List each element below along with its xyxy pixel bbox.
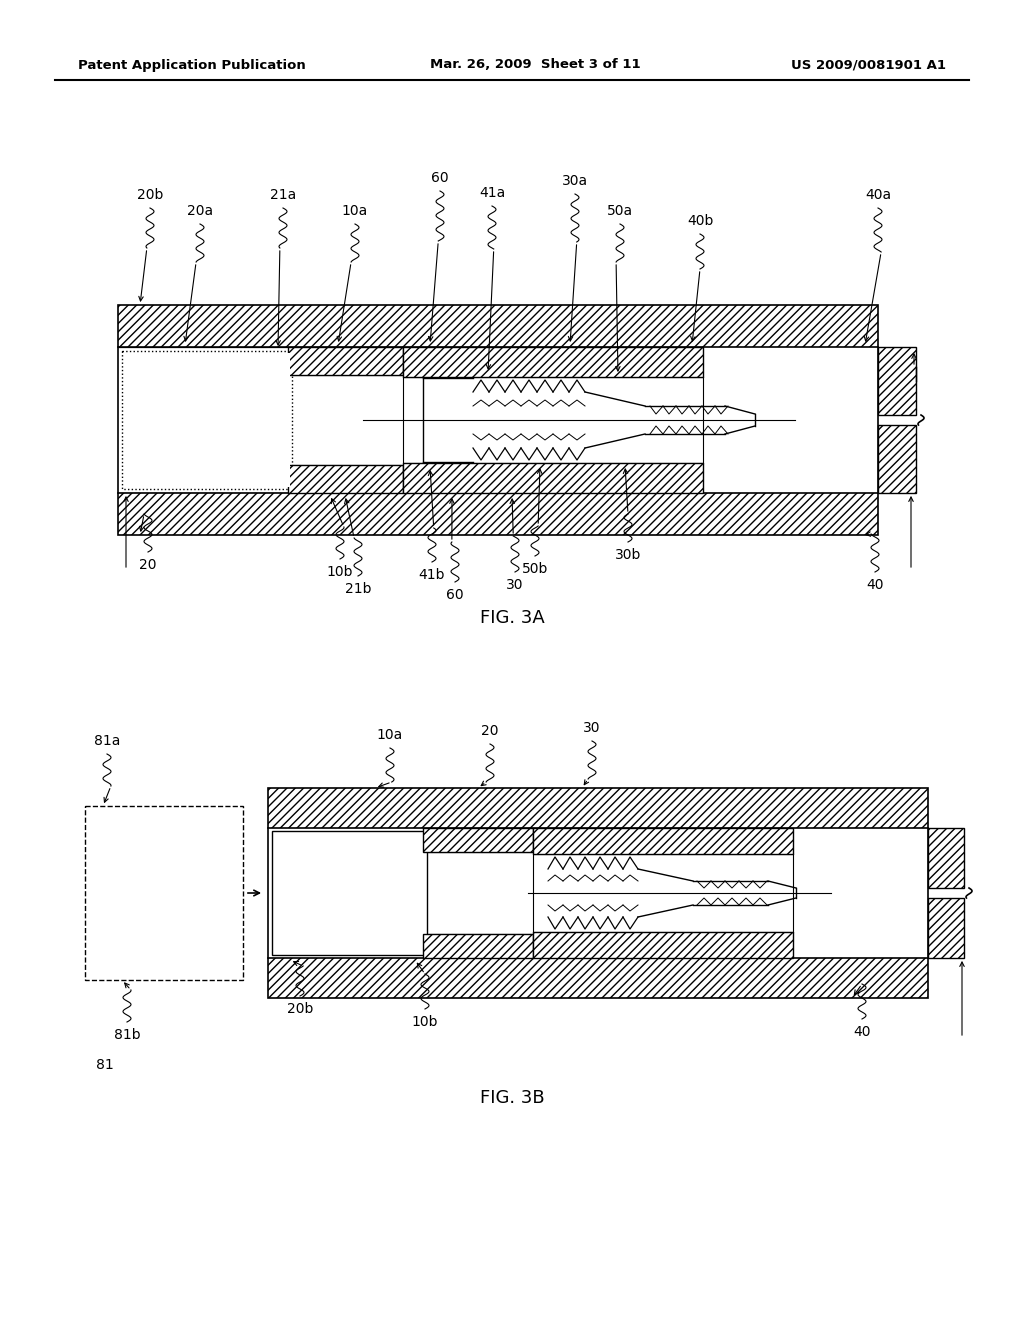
Bar	[288, 465, 403, 492]
Bar	[268, 958, 928, 998]
Bar	[423, 828, 534, 851]
Text: 10b: 10b	[412, 1015, 438, 1030]
Bar	[403, 347, 703, 378]
Text: 20: 20	[481, 723, 499, 738]
Bar	[288, 347, 403, 375]
Bar	[118, 347, 878, 492]
Text: Mar. 26, 2009  Sheet 3 of 11: Mar. 26, 2009 Sheet 3 of 11	[430, 58, 641, 71]
Text: 50b: 50b	[522, 562, 548, 576]
Text: 30a: 30a	[562, 174, 588, 187]
Bar	[85, 807, 243, 979]
Text: 60: 60	[431, 172, 449, 185]
Bar	[534, 932, 793, 958]
Text: 41a: 41a	[479, 186, 505, 201]
Bar	[423, 935, 534, 958]
Bar	[928, 828, 964, 888]
Bar	[118, 305, 878, 347]
Text: 10a: 10a	[377, 729, 403, 742]
Text: 20a: 20a	[187, 205, 213, 218]
Text: 81b: 81b	[114, 1028, 140, 1041]
Text: 21a: 21a	[270, 187, 296, 202]
Bar	[272, 832, 427, 954]
Text: FIG. 3A: FIG. 3A	[479, 609, 545, 627]
Text: 40a: 40a	[865, 187, 891, 202]
Text: 20b: 20b	[137, 187, 163, 202]
Text: US 2009/0081901 A1: US 2009/0081901 A1	[791, 58, 946, 71]
Text: 60: 60	[446, 587, 464, 602]
Bar	[534, 828, 793, 854]
Text: 30: 30	[584, 721, 601, 735]
Text: 30: 30	[506, 578, 523, 591]
Bar	[878, 347, 916, 414]
Text: 20b: 20b	[287, 1002, 313, 1016]
Bar	[878, 425, 916, 492]
Bar	[268, 828, 928, 958]
Text: 30b: 30b	[614, 548, 641, 562]
Text: 20: 20	[139, 558, 157, 572]
Bar	[118, 492, 878, 535]
Text: 21b: 21b	[345, 582, 372, 597]
Bar	[124, 352, 290, 487]
Text: 41b: 41b	[419, 568, 445, 582]
Text: 10b: 10b	[327, 565, 353, 579]
Bar	[403, 463, 703, 492]
Text: 40: 40	[853, 1026, 870, 1039]
Text: 81a: 81a	[94, 734, 120, 748]
Text: FIG. 3B: FIG. 3B	[479, 1089, 545, 1107]
Text: 10a: 10a	[342, 205, 368, 218]
Bar	[268, 788, 928, 828]
Bar	[122, 351, 292, 488]
Text: 81: 81	[96, 1059, 114, 1072]
Text: Patent Application Publication: Patent Application Publication	[78, 58, 306, 71]
Text: 50a: 50a	[607, 205, 633, 218]
Bar	[928, 898, 964, 958]
Text: 40: 40	[866, 578, 884, 591]
Text: 40b: 40b	[687, 214, 713, 228]
